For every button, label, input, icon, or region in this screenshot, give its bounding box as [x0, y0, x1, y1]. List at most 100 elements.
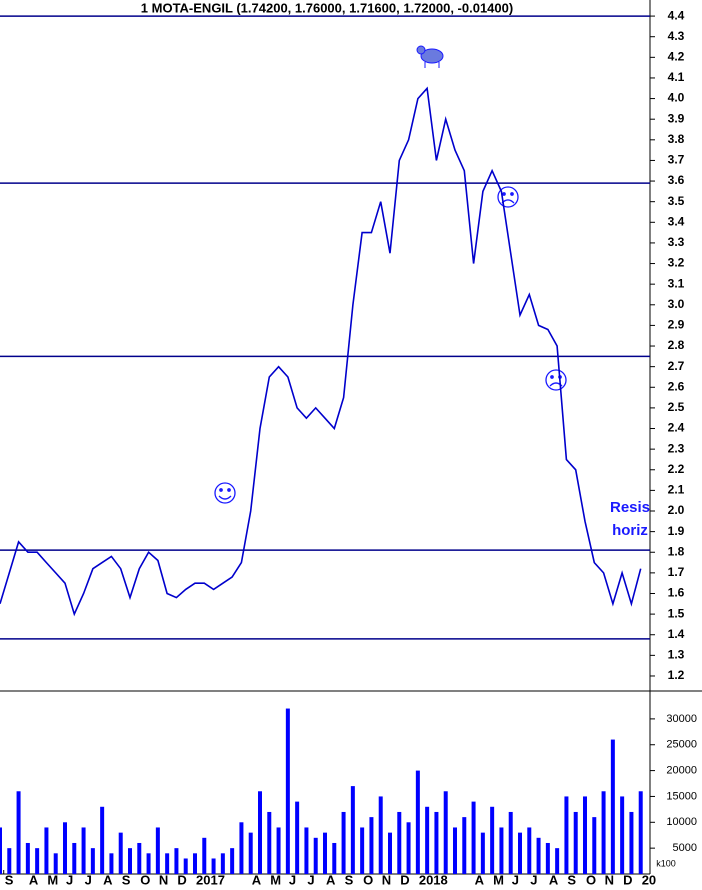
y-tick-label: 1.9: [668, 524, 685, 538]
x-tick-label: D: [623, 872, 632, 887]
y-tick-label: 3.8: [668, 132, 685, 146]
volume-bar: [443, 791, 448, 874]
volume-bar: [583, 796, 587, 874]
y-tick-label: 20000: [666, 764, 697, 776]
volume-bar: [25, 842, 30, 874]
volume-bar: [573, 811, 578, 874]
volume-bar: [425, 806, 430, 874]
volume-bar: [592, 817, 597, 874]
volume-bar: [518, 832, 522, 874]
y-tick-label: 1.3: [668, 648, 685, 662]
x-tick-label: O: [363, 872, 373, 887]
x-tick-label: M: [270, 872, 281, 887]
volume-bar: [545, 842, 550, 874]
x-tick-label: 2017: [196, 872, 225, 887]
volume-bar: [230, 848, 235, 874]
y-tick-label: 3.5: [668, 194, 685, 208]
x-tick-label: J: [307, 872, 314, 887]
volume-bar: [100, 806, 105, 874]
x-tick-label: J: [512, 872, 519, 887]
volume-bar: [601, 791, 606, 874]
x-tick-label: O: [586, 872, 596, 887]
volume-bar: [388, 832, 392, 874]
x-tick-label: A: [252, 872, 262, 887]
x-tick-label: J: [66, 872, 73, 887]
y-tick-label: 2.2: [668, 462, 685, 476]
y-tick-label: 4.0: [668, 91, 685, 105]
y-tick-label: 1.4: [668, 627, 685, 641]
x-tick-label: A: [29, 872, 39, 887]
x-tick-label: N: [605, 872, 614, 887]
y-tick-label: 5000: [673, 842, 697, 854]
y-tick-label: 4.2: [668, 50, 685, 64]
y-tick-label: 10000: [666, 816, 697, 828]
y-tick-label: 1.2: [668, 668, 685, 682]
x-tick-label: S: [122, 872, 131, 887]
y-tick-label: 3.2: [668, 256, 685, 270]
x-tick-label: S: [567, 872, 576, 887]
volume-bar: [462, 817, 467, 874]
x-tick-label: M: [493, 872, 504, 887]
volume-bar: [406, 822, 411, 874]
volume-bar: [638, 791, 643, 874]
y-tick-label: 2.3: [668, 441, 685, 455]
x-tick-label: A: [103, 872, 113, 887]
volume-bar: [350, 786, 355, 874]
volume-bar: [434, 811, 439, 874]
x-tick-label: S: [345, 872, 354, 887]
y-tick-label: 2.4: [668, 421, 685, 435]
volume-bar: [258, 791, 262, 874]
y-tick-label: 2.6: [668, 379, 685, 393]
volume-bar: [369, 817, 374, 874]
volume-bar: [72, 842, 77, 874]
volume-bar: [220, 853, 225, 874]
volume-bar: [174, 848, 179, 874]
y-tick-label: 3.1: [668, 276, 685, 290]
volume-bar: [35, 848, 40, 874]
volume-bar: [146, 853, 151, 874]
x-tick-label: A: [549, 872, 559, 887]
y-tick-label: 30000: [666, 713, 697, 725]
volume-bar: [193, 853, 197, 874]
x-tick-label: N: [382, 872, 391, 887]
volume-bar: [137, 842, 142, 874]
x-tick-label: D: [400, 872, 409, 887]
y-tick-label: 3.7: [668, 153, 685, 167]
x-tick-label: 20: [642, 872, 656, 887]
y-tick-label: 25000: [666, 739, 697, 751]
volume-bar: [0, 827, 2, 874]
volume-bar: [341, 811, 346, 874]
volume-bar: [276, 827, 281, 874]
volume-bar: [7, 848, 12, 874]
x-tick-label: A: [326, 872, 336, 887]
y-tick-label: 4.4: [668, 8, 685, 22]
annotation: Resis: [610, 499, 650, 516]
y-tick-label: 3.3: [668, 235, 685, 249]
x-tick-label: J: [289, 872, 296, 887]
volume-bar: [155, 827, 160, 874]
volume-bar: [508, 811, 513, 874]
volume-bar: [453, 827, 457, 874]
x-tick-label: D: [177, 872, 186, 887]
volume-bar: [248, 832, 253, 874]
x-tick-label: N: [159, 872, 168, 887]
volume-bar: [267, 811, 272, 874]
volume-bar: [118, 832, 123, 874]
volume-bar: [295, 801, 300, 874]
volume-bar: [620, 796, 625, 874]
volume-bar: [610, 739, 615, 874]
y-tick-label: 3.0: [668, 297, 685, 311]
volume-bar: [211, 858, 216, 874]
x-tick-label: J: [530, 872, 537, 887]
volume-bar: [313, 837, 318, 874]
volume-bar: [480, 832, 485, 874]
y-tick-label: 3.9: [668, 111, 685, 125]
y-tick-label: 2.9: [668, 318, 685, 332]
volume-bar: [499, 827, 504, 874]
y-tick-label: 3.6: [668, 173, 685, 187]
volume-bar: [53, 853, 58, 874]
y-tick-label: 1.6: [668, 586, 685, 600]
y-tick-label: 2.0: [668, 503, 685, 517]
volume-bar: [527, 827, 532, 874]
bull-icon: [416, 45, 444, 68]
